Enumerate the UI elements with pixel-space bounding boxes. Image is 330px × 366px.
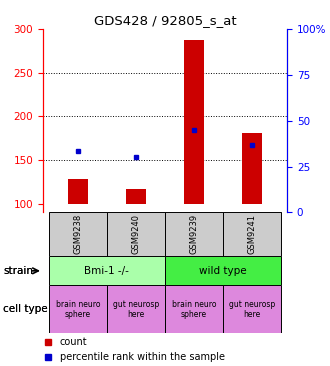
Text: strain: strain — [3, 266, 33, 276]
Text: GSM9240: GSM9240 — [131, 214, 141, 254]
Text: cell type: cell type — [3, 304, 48, 314]
Text: count: count — [60, 337, 88, 347]
FancyBboxPatch shape — [165, 285, 223, 333]
FancyBboxPatch shape — [223, 285, 281, 333]
Text: GSM9239: GSM9239 — [189, 214, 199, 254]
FancyBboxPatch shape — [107, 285, 165, 333]
FancyBboxPatch shape — [165, 212, 223, 256]
FancyBboxPatch shape — [165, 256, 281, 285]
Text: gut neurosp
here: gut neurosp here — [113, 299, 159, 319]
Bar — [184, 40, 204, 203]
Text: GSM9238: GSM9238 — [73, 214, 82, 254]
Text: wild type: wild type — [199, 266, 247, 276]
Title: GDS428 / 92805_s_at: GDS428 / 92805_s_at — [94, 14, 236, 27]
Text: GSM9241: GSM9241 — [248, 214, 257, 254]
Text: gut neurosp
here: gut neurosp here — [229, 299, 275, 319]
Text: brain neuro
sphere: brain neuro sphere — [55, 299, 100, 319]
Bar — [242, 133, 262, 203]
Text: cell type: cell type — [3, 304, 48, 314]
FancyBboxPatch shape — [49, 256, 165, 285]
Text: strain: strain — [3, 266, 33, 276]
FancyBboxPatch shape — [107, 212, 165, 256]
Text: percentile rank within the sample: percentile rank within the sample — [60, 352, 225, 362]
Bar — [126, 189, 146, 203]
FancyBboxPatch shape — [49, 285, 107, 333]
FancyBboxPatch shape — [223, 212, 281, 256]
Text: Bmi-1 -/-: Bmi-1 -/- — [84, 266, 129, 276]
FancyBboxPatch shape — [49, 212, 107, 256]
Text: brain neuro
sphere: brain neuro sphere — [172, 299, 216, 319]
Bar — [68, 179, 88, 203]
